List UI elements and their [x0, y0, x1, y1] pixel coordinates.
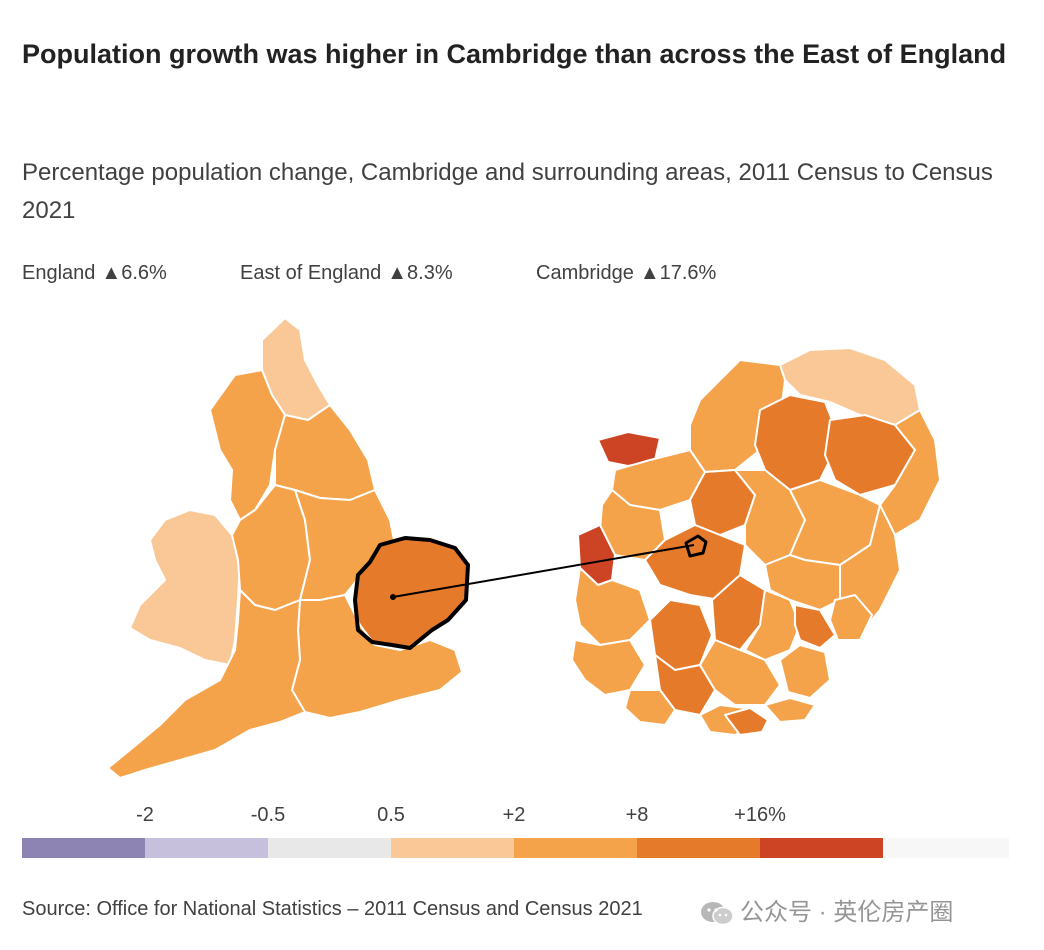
england-wales-map — [107, 317, 470, 779]
area-colchester[interactable] — [794, 604, 836, 649]
connector-line — [392, 544, 695, 598]
wechat-icon — [701, 901, 734, 925]
legend-tick: +2 — [502, 804, 526, 826]
connector-dot — [390, 594, 396, 600]
legend-swatch — [22, 838, 145, 858]
source-note: Source: Office for National Statistics –… — [22, 898, 643, 920]
legend-tick: +16% — [734, 804, 786, 826]
legend-swatch — [883, 838, 1009, 858]
cambridge-detail-outline — [684, 534, 708, 558]
legend-swatch — [145, 838, 268, 858]
region-south-west[interactable] — [107, 589, 306, 779]
chart-subtitle: Percentage population change, Cambridge … — [22, 159, 993, 224]
stat-east-of-england-label: East of England — [240, 262, 382, 284]
stat-england-value: ▲6.6% — [101, 262, 167, 284]
legend-swatch — [760, 838, 883, 858]
watermark: 公众号 · 英伦房产圈 — [700, 892, 953, 927]
legend-tick: -0.5 — [250, 804, 286, 826]
cambridge-overview-outline — [353, 536, 470, 650]
watermark-text: 公众号 · 英伦房产圈 — [740, 899, 954, 926]
area-great-yarmouth[interactable] — [879, 409, 941, 536]
legend-tick: +8 — [625, 804, 649, 826]
chart-title: Population growth was higher in Cambridg… — [22, 39, 1007, 69]
stat-cambridge: Cambridge ▲17.6% — [536, 262, 716, 285]
stat-england-label: England — [22, 262, 96, 284]
stat-england: England ▲6.6% — [22, 262, 167, 285]
legend-tick: 0.5 — [377, 804, 405, 826]
area-hertfordshire-west[interactable] — [571, 639, 646, 696]
area-maldon[interactable] — [779, 644, 831, 699]
region-yorkshire[interactable] — [274, 404, 376, 501]
area-tendring[interactable] — [829, 594, 873, 641]
stat-east-of-england: East of England ▲8.3% — [240, 262, 453, 285]
stat-east-of-england-value: ▲8.3% — [387, 262, 453, 284]
legend-swatch — [268, 838, 391, 858]
legend-tick: -2 — [136, 804, 154, 826]
legend-swatch — [391, 838, 514, 858]
choropleth-map — [107, 317, 941, 779]
region-wales[interactable] — [129, 509, 241, 666]
area-central-bedfordshire[interactable] — [574, 567, 651, 646]
east-of-england-detail-map — [571, 347, 941, 736]
area-braintree[interactable] — [744, 589, 801, 661]
legend-swatch — [514, 838, 637, 858]
colour-legend: -2 -0.5 0.5 +2 +8 +16% — [22, 804, 1012, 864]
legend-swatch — [637, 838, 760, 858]
area-epping[interactable] — [624, 689, 676, 726]
region-north-west[interactable] — [209, 369, 286, 521]
area-south-cambridgeshire[interactable] — [644, 524, 746, 601]
area-southend[interactable] — [764, 697, 816, 723]
stat-cambridge-label: Cambridge — [536, 262, 634, 284]
area-thurrock[interactable] — [724, 707, 769, 736]
stat-cambridge-value: ▲17.6% — [639, 262, 717, 284]
